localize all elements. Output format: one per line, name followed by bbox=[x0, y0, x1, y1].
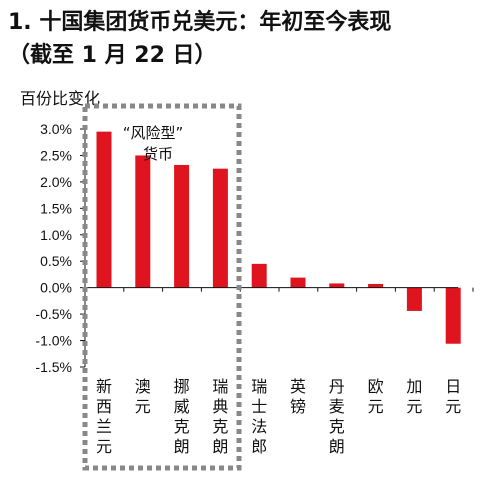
bar-10 bbox=[445, 287, 461, 344]
y-tick-label: -0.5% bbox=[35, 306, 72, 322]
bar-4 bbox=[212, 168, 228, 288]
bar-8 bbox=[368, 283, 384, 288]
bar-3 bbox=[174, 164, 190, 288]
y-tick-label: 2.0% bbox=[40, 174, 72, 190]
category-label: 欧元 bbox=[368, 377, 384, 416]
chart-title-line-1: 1. 十国集团货币兑美元：年初至今表现 bbox=[8, 10, 392, 35]
y-tick-label: 0.5% bbox=[40, 253, 72, 269]
y-axis-label: 百份比变化 bbox=[20, 89, 101, 108]
category-label: 丹麦克朗 bbox=[329, 377, 345, 456]
bar-1 bbox=[96, 131, 112, 288]
bar-9 bbox=[406, 287, 422, 311]
risk-currency-highlight-box bbox=[82, 103, 242, 471]
category-label: 挪威克朗 bbox=[174, 377, 190, 456]
y-tick-label: 1.5% bbox=[40, 200, 72, 216]
bar-6 bbox=[290, 277, 306, 288]
category-label: 日元 bbox=[445, 377, 461, 416]
category-label: 新西兰元 bbox=[96, 377, 112, 456]
y-tick-label: 2.5% bbox=[40, 147, 72, 163]
bar-5 bbox=[251, 263, 267, 288]
category-label: 英镑 bbox=[290, 377, 306, 416]
chart-title: 1. 十国集团货币兑美元：年初至今表现 （截至 1 月 22 日） bbox=[8, 6, 493, 72]
category-label: 加元 bbox=[406, 377, 422, 416]
y-tick-label: 3.0% bbox=[40, 121, 72, 137]
category-label: 瑞士法郎 bbox=[251, 377, 267, 456]
bar-2 bbox=[135, 155, 151, 288]
chart-title-line-2: （截至 1 月 22 日） bbox=[8, 43, 217, 68]
category-label: 澳元 bbox=[135, 377, 151, 416]
y-tick-label: 1.0% bbox=[40, 227, 72, 243]
y-tick-label: -1.0% bbox=[35, 333, 72, 349]
y-tick-label: -1.5% bbox=[35, 359, 72, 375]
bar-7 bbox=[329, 283, 345, 288]
category-label: 瑞典克朗 bbox=[212, 377, 228, 456]
y-tick-label: 0.0% bbox=[40, 280, 72, 296]
risk-currency-annotation: “风险型”货币 bbox=[123, 124, 184, 163]
